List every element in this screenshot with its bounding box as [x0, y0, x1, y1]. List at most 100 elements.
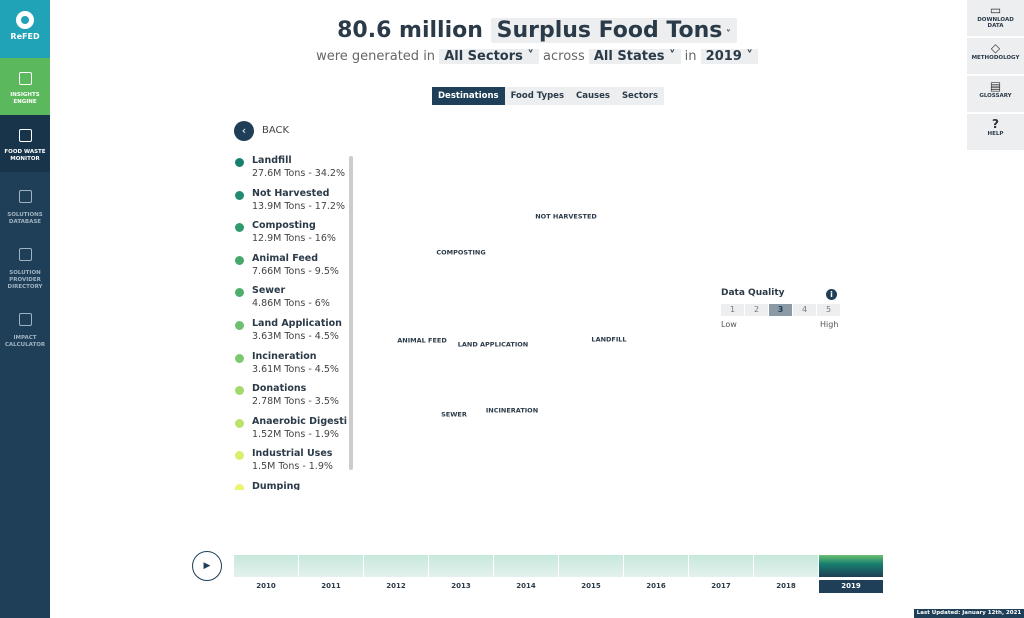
nav-icon	[19, 190, 32, 203]
tool-button[interactable]: ◇ METHODOLOGY	[967, 38, 1024, 74]
tool-label: GLOSSARY	[979, 93, 1012, 99]
year-bar[interactable]	[494, 555, 558, 577]
amount: 80.6 million	[337, 18, 483, 43]
tab[interactable]: Sectors	[615, 87, 665, 105]
nav-item[interactable]: IMPACT CALCULATOR	[0, 305, 50, 363]
dq-level[interactable]: 1	[721, 304, 744, 316]
legend-item[interactable]: Industrial Uses 1.5M Tons - 1.9%	[232, 448, 347, 478]
back-button[interactable]: ‹	[234, 121, 254, 141]
dq-level[interactable]: 2	[745, 304, 768, 316]
scrollbar[interactable]	[349, 156, 353, 470]
metric: Surplus Food Tons	[496, 18, 723, 43]
tool-button[interactable]: ▤ GLOSSARY	[967, 76, 1024, 112]
year-label[interactable]: 2012	[386, 582, 406, 590]
info-icon[interactable]: i	[826, 289, 837, 300]
nav-label: SOLUTIONS DATABASE	[7, 212, 43, 225]
metric-dropdown[interactable]: Surplus Food Tons ˅	[490, 18, 737, 43]
legend-dot	[235, 158, 244, 167]
nav-item[interactable]: SOLUTIONS DATABASE	[0, 182, 50, 240]
tool-label: DOWNLOAD DATA	[977, 17, 1014, 29]
legend-name: Anaerobic Digestion	[252, 415, 347, 427]
legend: Landfill 27.6M Tons - 34.2% Not Harvested 1…	[232, 152, 347, 490]
cell[interactable]	[516, 242, 710, 455]
cell[interactable]	[645, 150, 710, 262]
cell[interactable]	[590, 423, 645, 480]
state: All States	[593, 49, 665, 64]
year-label[interactable]: 2016	[646, 582, 666, 590]
year-label[interactable]: 2018	[776, 582, 796, 590]
state-dropdown[interactable]: All States ˅	[588, 49, 681, 64]
year-bar[interactable]	[559, 555, 623, 577]
nav-item[interactable]: INSIGHTS ENGINE	[0, 58, 50, 115]
year: 2019	[705, 49, 742, 64]
tool-button[interactable]: ? HELP	[967, 114, 1024, 150]
tool-button[interactable]: ▭ DOWNLOAD DATA	[967, 0, 1024, 36]
back-label[interactable]: BACK	[262, 125, 290, 136]
legend-item[interactable]: Animal Feed 7.66M Tons - 9.5%	[232, 253, 347, 283]
year-label[interactable]: 2015	[581, 582, 601, 590]
legend-item[interactable]: Land Application 3.63M Tons - 4.5%	[232, 318, 347, 348]
play-button[interactable]: ▶	[192, 551, 222, 581]
year-bar[interactable]	[364, 555, 428, 577]
sector-dropdown[interactable]: All Sectors ˅	[439, 49, 539, 64]
legend-detail: 1.5M Tons - 1.9%	[252, 461, 333, 473]
dq-level[interactable]: 4	[793, 304, 816, 316]
legend-item[interactable]: Composting 12.9M Tons - 16%	[232, 220, 347, 250]
year-label[interactable]: 2011	[321, 582, 341, 590]
legend-item[interactable]: Anaerobic Digestion1.52M Tons - 1.9%	[232, 416, 347, 446]
year-label[interactable]: 2010	[256, 582, 276, 590]
legend-name: Composting	[252, 220, 316, 232]
year-label[interactable]: 2019	[819, 580, 883, 593]
year-dropdown[interactable]: 2019 ˅	[700, 49, 758, 64]
year-label[interactable]: 2017	[711, 582, 731, 590]
dq-level[interactable]: 3	[769, 304, 792, 316]
legend-item[interactable]: Sewer 4.86M Tons - 6%	[232, 285, 347, 315]
year-label[interactable]: 2013	[451, 582, 471, 590]
cell[interactable]	[375, 268, 470, 400]
cell[interactable]	[375, 350, 490, 480]
footer: Last Updated: January 12th, 2021	[914, 609, 1024, 618]
dq-level[interactable]: 5	[817, 304, 840, 316]
nav-label: INSIGHTS ENGINE	[10, 92, 40, 105]
year-bar[interactable]	[624, 555, 688, 577]
legend-dot	[235, 223, 244, 233]
legend-detail: 1.52M Tons - 1.9%	[252, 428, 339, 440]
nav-icon	[19, 248, 32, 261]
nav-item[interactable]: FOOD WASTE MONITOR	[0, 115, 50, 172]
cell[interactable]	[468, 372, 550, 445]
nav-icon	[19, 72, 32, 85]
tab[interactable]: Destinations	[432, 87, 505, 105]
text: in	[684, 49, 697, 64]
cell[interactable]	[480, 425, 557, 480]
year-label[interactable]: 2014	[516, 582, 536, 590]
year-bar[interactable]	[754, 555, 818, 577]
cell[interactable]	[550, 423, 590, 480]
legend-name: Landfill	[252, 155, 292, 166]
year-bar[interactable]	[819, 555, 883, 577]
logo[interactable]: ReFED	[0, 0, 50, 58]
tab[interactable]: Causes	[570, 87, 616, 105]
legend-dot	[235, 353, 244, 363]
legend-item[interactable]: Not Harvested 13.9M Tons - 17.2%	[232, 188, 347, 218]
year-bar[interactable]	[429, 555, 493, 577]
cell[interactable]	[468, 300, 518, 380]
tab[interactable]: Food Types	[504, 87, 571, 105]
nav-item[interactable]: SOLUTION PROVIDER DIRECTORY	[0, 240, 50, 298]
cell[interactable]	[488, 150, 700, 265]
year-bar[interactable]	[234, 555, 298, 577]
legend-item[interactable]: Incineration 3.61M Tons - 4.5%	[232, 351, 347, 381]
legend-dot	[235, 418, 244, 428]
legend-item[interactable]: Dumping	[232, 481, 347, 490]
nav-label: FOOD WASTE MONITOR	[4, 149, 46, 162]
legend-item[interactable]: Landfill 27.6M Tons - 34.2%	[232, 155, 347, 185]
tool-icon: ?	[992, 117, 999, 131]
legend-item[interactable]: Donations 2.78M Tons - 3.5%	[232, 383, 347, 413]
headline: 80.6 million Surplus Food Tons ˅	[0, 18, 1024, 43]
legend-detail: 27.6M Tons - 34.2%	[252, 168, 345, 179]
logo-text: ReFED	[10, 32, 40, 41]
year-bar[interactable]	[299, 555, 363, 577]
year-bar[interactable]	[689, 555, 753, 577]
cell[interactable]	[375, 150, 522, 315]
